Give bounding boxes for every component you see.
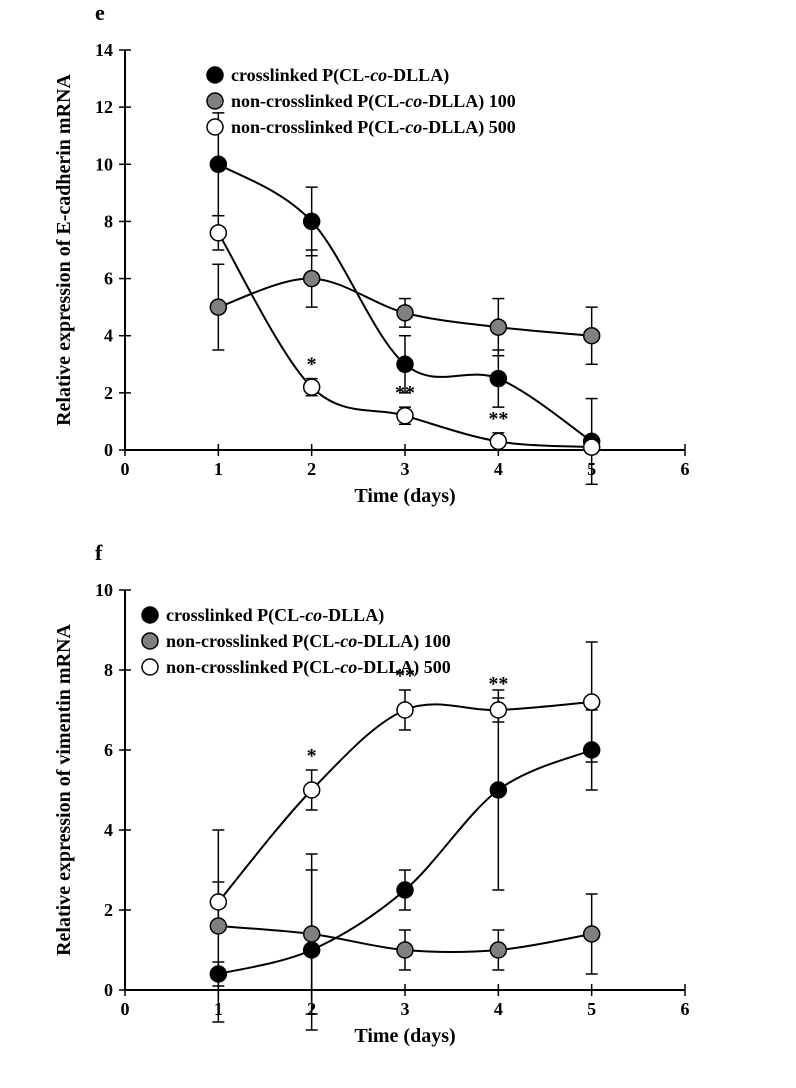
svg-text:Relative expression of E-cadhe: Relative expression of E-cadherin mRNA (53, 74, 75, 426)
svg-text:8: 8 (104, 211, 113, 231)
svg-text:non-crosslinked P(CL-co-DLLA): non-crosslinked P(CL-co-DLLA) 100 (231, 91, 516, 112)
svg-text:8: 8 (104, 660, 113, 680)
svg-text:6: 6 (681, 999, 690, 1019)
svg-text:**: ** (488, 408, 508, 430)
svg-text:4: 4 (494, 459, 503, 479)
svg-text:3: 3 (401, 459, 410, 479)
svg-text:14: 14 (95, 40, 113, 60)
svg-text:crosslinked P(CL-co-DLLA): crosslinked P(CL-co-DLLA) (231, 65, 449, 86)
svg-text:Relative expression of vimenti: Relative expression of vimentin mRNA (53, 624, 75, 956)
svg-text:*: * (307, 745, 317, 767)
svg-text:**: ** (488, 673, 508, 695)
svg-text:4: 4 (494, 999, 503, 1019)
svg-text:2: 2 (307, 459, 316, 479)
svg-text:4: 4 (104, 326, 113, 346)
svg-text:6: 6 (104, 740, 113, 760)
svg-text:0: 0 (121, 459, 130, 479)
svg-text:0: 0 (121, 999, 130, 1019)
svg-text:6: 6 (104, 269, 113, 289)
panel-e-label: e (95, 0, 105, 26)
svg-text:2: 2 (104, 383, 113, 403)
svg-text:*: * (307, 354, 317, 376)
svg-text:0: 0 (104, 980, 113, 1000)
svg-text:1: 1 (214, 459, 223, 479)
figure-svg: 012345602468101214Time (days)Relative ex… (0, 0, 796, 1088)
figure-container: e f 012345602468101214Time (days)Relativ… (0, 0, 796, 1088)
svg-text:10: 10 (95, 580, 113, 600)
svg-text:10: 10 (95, 154, 113, 174)
svg-text:Time (days): Time (days) (354, 1025, 455, 1047)
svg-text:5: 5 (587, 999, 596, 1019)
svg-text:crosslinked P(CL-co-DLLA): crosslinked P(CL-co-DLLA) (166, 605, 384, 626)
svg-text:**: ** (395, 382, 415, 404)
svg-text:3: 3 (401, 999, 410, 1019)
svg-text:2: 2 (104, 900, 113, 920)
svg-text:non-crosslinked P(CL-co-DLLA): non-crosslinked P(CL-co-DLLA) 500 (166, 657, 451, 678)
svg-text:4: 4 (104, 820, 113, 840)
svg-text:non-crosslinked P(CL-co-DLLA): non-crosslinked P(CL-co-DLLA) 500 (231, 117, 516, 138)
svg-text:6: 6 (681, 459, 690, 479)
svg-text:0: 0 (104, 440, 113, 460)
svg-text:Time (days): Time (days) (354, 485, 455, 507)
svg-text:12: 12 (95, 97, 113, 117)
panel-f-label: f (95, 540, 102, 566)
svg-text:non-crosslinked P(CL-co-DLLA): non-crosslinked P(CL-co-DLLA) 100 (166, 631, 451, 652)
